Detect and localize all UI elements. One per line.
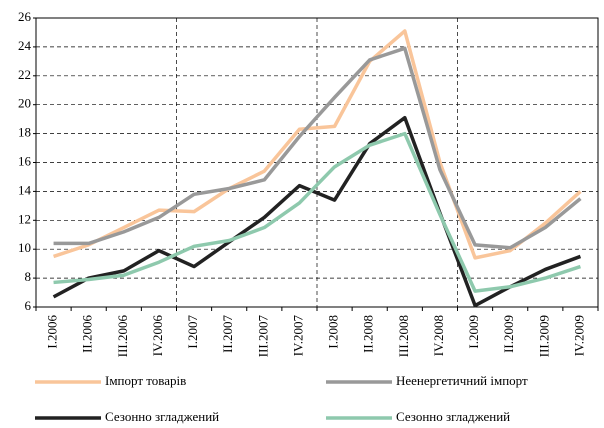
y-tick-label: 20 — [18, 96, 31, 111]
x-tick-label: II.2006 — [80, 315, 95, 353]
y-tick-label: 10 — [18, 240, 31, 255]
x-tick-label: IV.2008 — [431, 315, 446, 356]
x-tick-label: I.2009 — [466, 315, 481, 349]
y-tick-label: 24 — [18, 38, 32, 53]
y-tick-label: 22 — [18, 67, 31, 82]
y-tick-label: 18 — [18, 125, 31, 140]
x-tick-label: I.2008 — [326, 315, 341, 349]
y-tick-label: 26 — [18, 9, 32, 24]
y-tick-label: 8 — [25, 269, 32, 284]
series-line — [53, 29, 582, 260]
legend-label: Імпорт товарів — [105, 373, 186, 388]
y-tick-label: 14 — [18, 182, 32, 197]
y-tick-label: 16 — [18, 153, 32, 168]
series-line — [53, 131, 581, 293]
x-tick-label: IV.2006 — [150, 315, 165, 357]
x-tick-label: III.2009 — [536, 315, 551, 357]
legend-label: Неенергетичний імпорт — [396, 373, 528, 388]
legend-label: Сезонно згладжений — [105, 409, 219, 424]
x-tick-label: III.2008 — [396, 315, 411, 357]
x-tick-label: I.2006 — [45, 315, 60, 349]
x-tick-label: III.2007 — [255, 315, 270, 358]
x-tick-label: II.2008 — [361, 315, 376, 353]
x-tick-label: IV.2009 — [571, 315, 586, 356]
x-tick-label: III.2006 — [115, 315, 130, 358]
x-tick-label: II.2007 — [220, 315, 235, 353]
x-tick-label: II.2009 — [501, 315, 516, 353]
legend-label: Сезонно згладжений — [396, 409, 510, 424]
series-line — [52, 115, 582, 308]
series-line — [53, 46, 582, 250]
y-tick-label: 6 — [25, 298, 32, 313]
x-tick-label: I.2007 — [185, 315, 200, 349]
y-tick-label: 12 — [18, 211, 31, 226]
x-tick-label: IV.2007 — [290, 315, 305, 357]
